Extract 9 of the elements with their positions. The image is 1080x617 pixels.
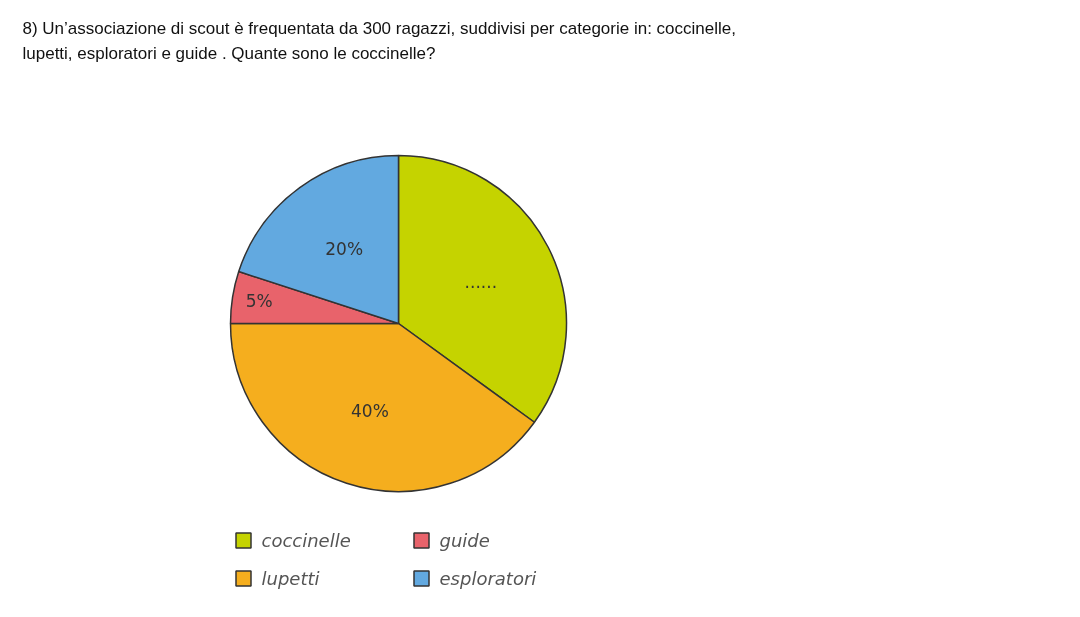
legend-label: coccinelle (261, 530, 351, 551)
data-label: 5% (245, 291, 273, 312)
data-label: 40% (351, 401, 389, 422)
data-label: ...... (464, 272, 498, 293)
legend-label: esploratori (439, 568, 537, 589)
chart-title: 8) Un’associazione di scout è frequentata da 300 ragazzi, suddivisi per categorie in: coccinelle, lupetti, esploratori e guide . Quante sono le coccinelle? (22, 18, 736, 63)
data-label: 20% (325, 238, 364, 259)
legend-label: guide (439, 530, 490, 551)
legend-label: lupetti (261, 568, 320, 589)
